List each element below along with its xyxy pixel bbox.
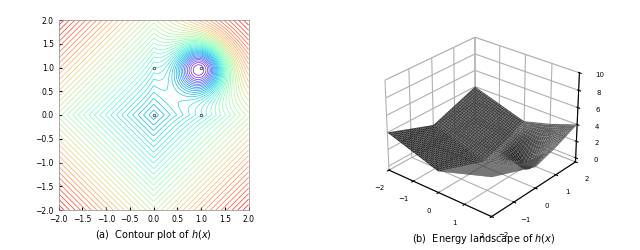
Text: (b)  Energy landscape of $h(x)$: (b) Energy landscape of $h(x)$ (412, 232, 555, 246)
X-axis label: (a)  Contour plot of $h(x)$: (a) Contour plot of $h(x)$ (95, 228, 212, 242)
